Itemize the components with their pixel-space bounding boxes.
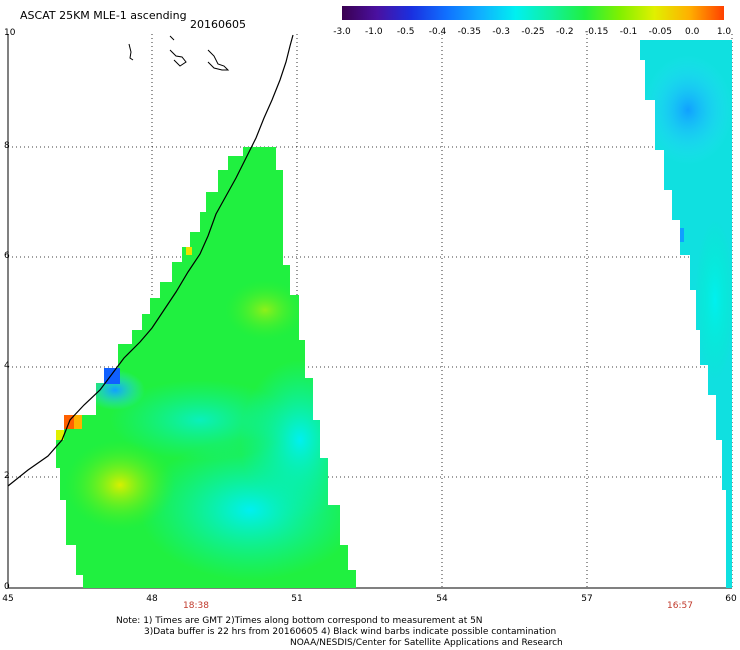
x-tick-label: 51: [291, 594, 303, 604]
colorbar-tick-label: -0.5: [396, 27, 415, 37]
colorbar-tick-label: -0.15: [585, 27, 609, 37]
map-date: 20160605: [190, 18, 246, 31]
y-tick-label: 6: [4, 251, 10, 261]
pass-time-label: 16:57: [667, 601, 693, 611]
map-title: ASCAT 25KM MLE-1 ascending: [20, 9, 187, 22]
coastline: [7, 34, 294, 487]
colorbar-tick-label: -0.1: [619, 27, 638, 37]
right-swath: [640, 40, 732, 588]
y-tick-label: 8: [4, 141, 10, 151]
y-tick-label: 0: [4, 582, 10, 592]
y-tick-label: 10: [4, 28, 16, 38]
islands: [128, 35, 230, 71]
x-tick-label: 57: [581, 594, 593, 604]
colorbar-tick-label: -0.35: [457, 27, 481, 37]
colorbar-tick-label: -0.3: [492, 27, 510, 37]
colorbar-tick-label: -1.0: [365, 27, 383, 37]
colorbar-tick-label: -0.05: [648, 27, 672, 37]
colorbar-tick-label: -0.25: [521, 27, 545, 37]
x-tick-label: 45: [2, 594, 14, 604]
pass-time-label: 18:38: [183, 601, 209, 611]
left-swath: [56, 147, 356, 588]
x-tick-label: 48: [146, 594, 158, 604]
note-line-3: NOAA/NESDIS/Center for Satellite Applica…: [290, 638, 563, 648]
y-tick-label: 2: [4, 471, 10, 481]
x-tick-label: 54: [436, 594, 448, 604]
colorbar-gradient: [342, 6, 724, 20]
x-tick-label: 60: [725, 594, 737, 604]
colorbar: [342, 6, 724, 20]
colorbar-tick-label: -0.2: [556, 27, 574, 37]
note-line-1: Note: 1) Times are GMT 2)Times along bot…: [116, 616, 483, 626]
colorbar-tick-label: 0.0: [684, 27, 700, 37]
colorbar-tick-label: 1.0: [716, 27, 732, 37]
y-tick-label: 4: [4, 361, 10, 371]
colorbar-tick-label: -0.4: [428, 27, 447, 37]
note-line-2: 3)Data buffer is 22 hrs from 20160605 4)…: [144, 627, 557, 637]
colorbar-tick-label: -3.0: [333, 27, 351, 37]
